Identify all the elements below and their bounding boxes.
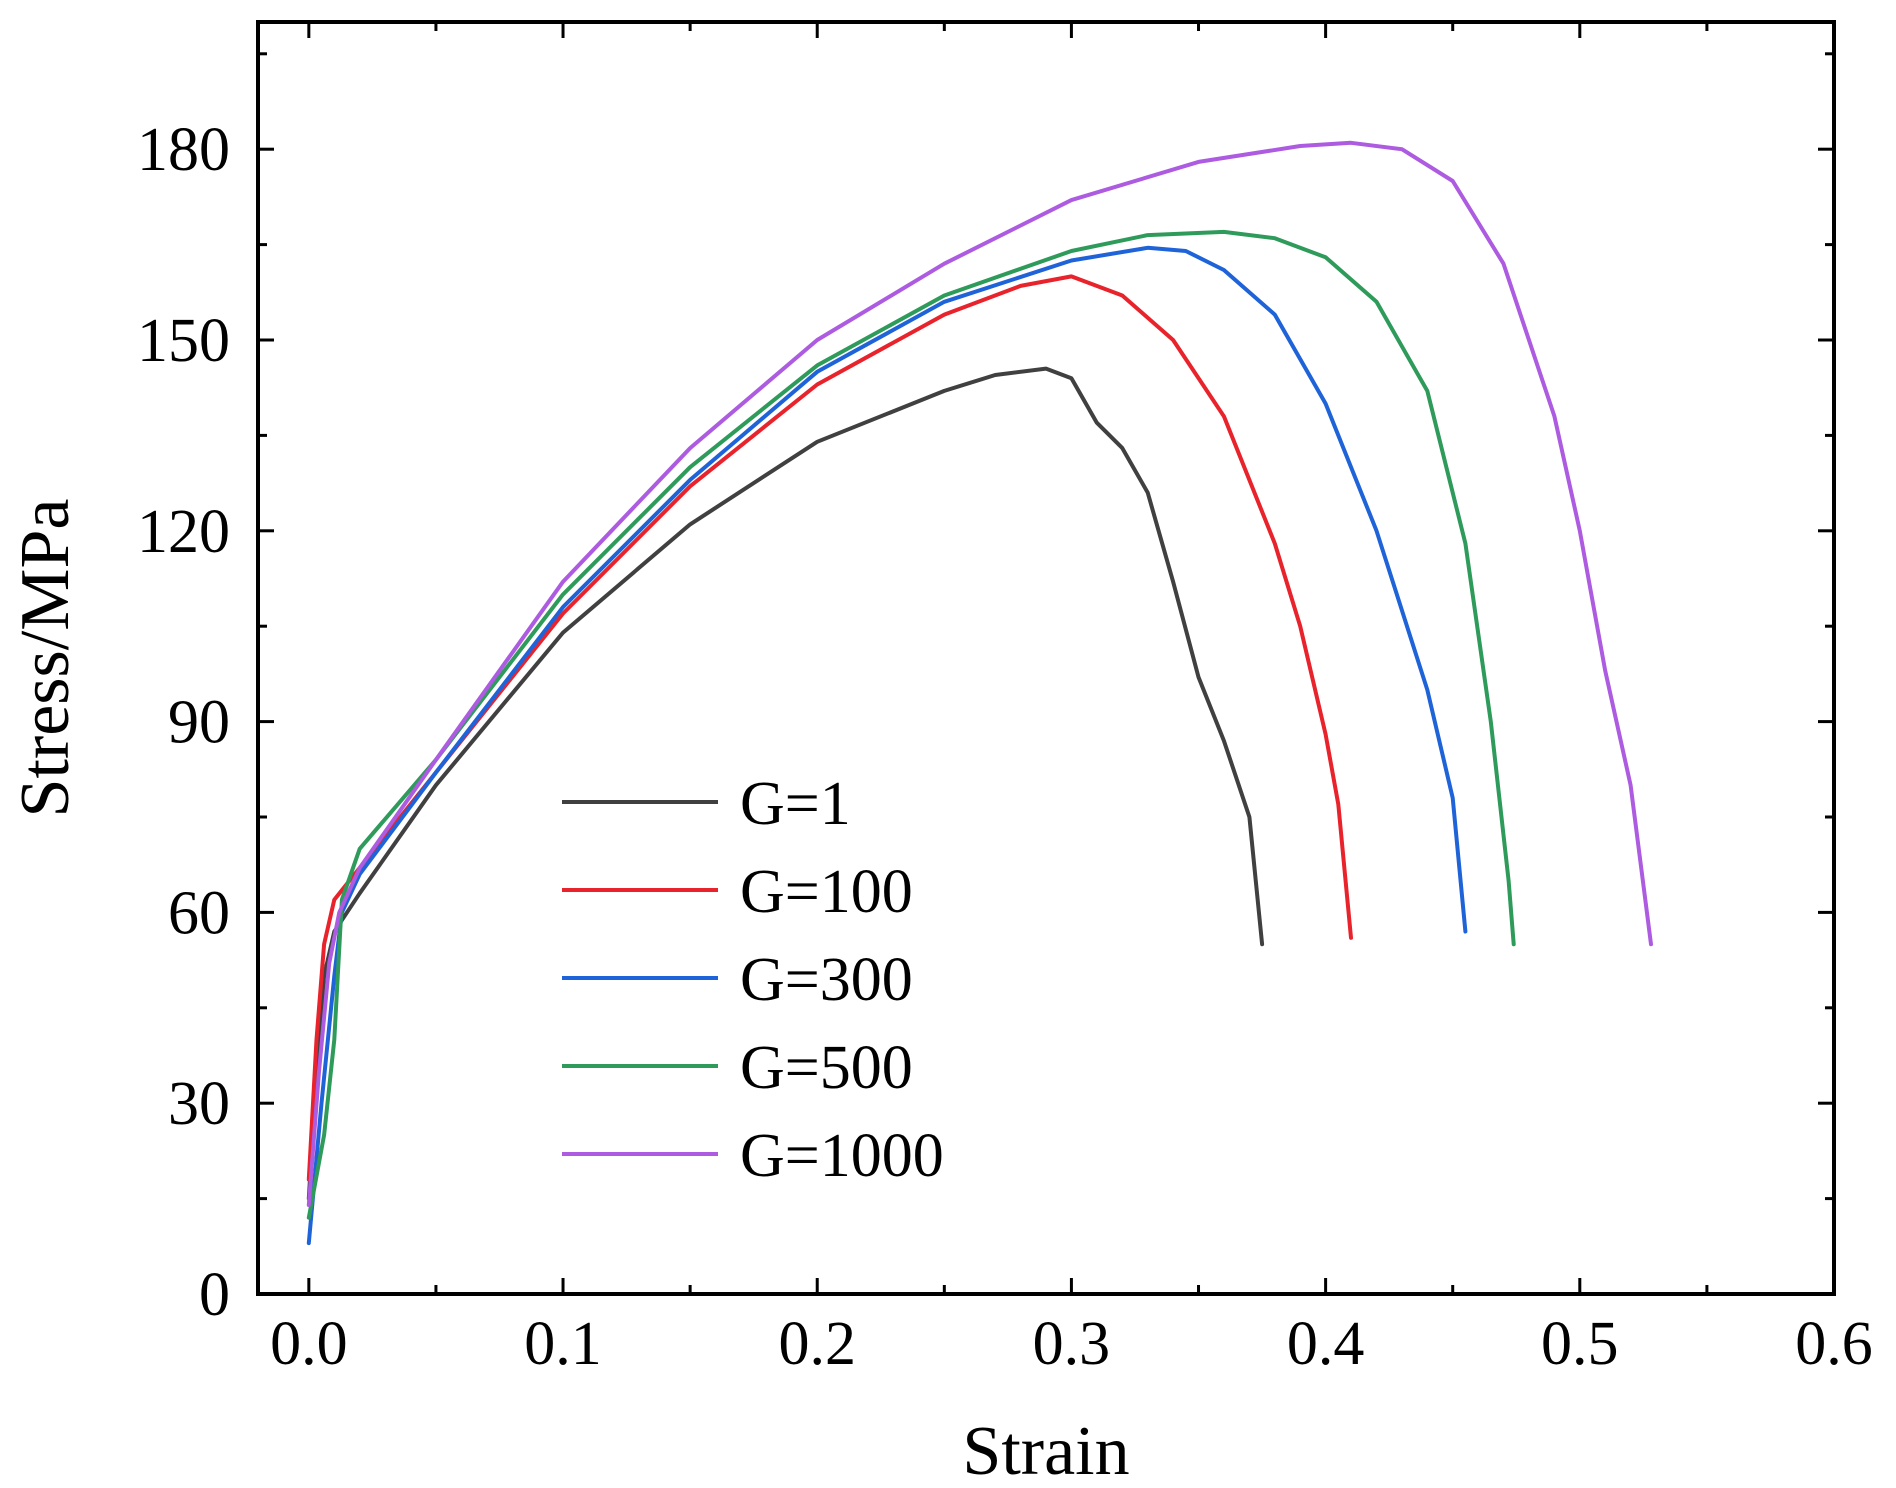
y-tick-label: 150 <box>137 307 230 375</box>
x-tick-label: 0.1 <box>524 1310 602 1378</box>
y-tick-label: 0 <box>199 1261 230 1329</box>
x-tick-label: 0.4 <box>1287 1310 1365 1378</box>
x-tick-label: 0.0 <box>270 1310 348 1378</box>
x-tick-label: 0.6 <box>1795 1310 1873 1378</box>
legend-label-g300: G=300 <box>740 946 913 1014</box>
plot-frame <box>256 20 1836 1296</box>
x-tick-label: 0.5 <box>1541 1310 1619 1378</box>
legend-label-g1000: G=1000 <box>740 1122 944 1190</box>
y-tick-label: 90 <box>168 689 230 757</box>
series-lines <box>306 140 1653 1246</box>
x-axis-title: Strain <box>962 1413 1129 1488</box>
series-line-g500 <box>306 229 1516 1220</box>
series-line-g1000 <box>306 140 1653 1207</box>
series-line-g100 <box>306 274 1353 1182</box>
legend-label-g1: G=1 <box>740 770 851 838</box>
axis-ticks: 0.0 0.1 0.2 0.3 0.4 0.5 0.6 0 30 60 90 120 150 180 <box>137 22 1873 1378</box>
series-line-g300 <box>306 245 1468 1246</box>
y-tick-label: 120 <box>137 498 230 566</box>
legend-label-g100: G=100 <box>740 858 913 926</box>
y-axis-title: Stress/MPa <box>7 499 84 818</box>
legend: G=1 G=100 G=300 G=500 G=1000 <box>562 770 944 1190</box>
x-tick-label: 0.3 <box>1033 1310 1111 1378</box>
y-tick-label: 60 <box>168 879 230 947</box>
legend-label-g500: G=500 <box>740 1034 913 1102</box>
y-tick-label: 30 <box>168 1070 230 1138</box>
y-tick-label: 180 <box>137 116 230 184</box>
x-tick-label: 0.2 <box>778 1310 856 1378</box>
